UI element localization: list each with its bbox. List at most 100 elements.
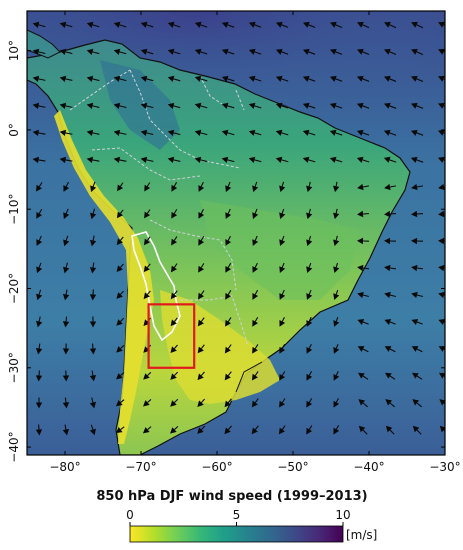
wind-arrow-shaft	[146, 159, 154, 162]
wind-arrow-shaft	[120, 372, 125, 376]
wind-arrow-shaft	[389, 51, 397, 56]
wind-arrow-head	[251, 373, 258, 381]
wind-arrow-shaft	[38, 208, 43, 214]
wind-arrow-head	[302, 129, 310, 136]
wind-arrow-shaft	[200, 317, 205, 322]
wind-arrow-shaft	[201, 425, 206, 430]
wind-arrow-shaft	[65, 181, 69, 187]
wind-arrow-head	[32, 75, 40, 83]
wind-arrow-head	[194, 129, 202, 136]
wind-arrow-head	[252, 266, 259, 273]
wind-arrow-head	[333, 293, 340, 300]
border-line	[91, 147, 201, 181]
wind-arrow-head	[333, 239, 340, 247]
wind-arrow-head	[221, 48, 229, 55]
wind-arrow-shaft	[281, 371, 286, 376]
wind-arrow-shaft	[92, 51, 100, 55]
wind-arrow-head	[117, 184, 124, 192]
wind-arrow-shaft	[92, 262, 95, 268]
wind-arrow-head	[90, 212, 97, 220]
wind-arrow-shaft	[65, 105, 73, 108]
wind-arrow-shaft	[119, 24, 127, 28]
wind-arrow-shaft	[335, 343, 339, 349]
longitude-tick-label: −50°	[277, 460, 308, 474]
wind-arrow-head	[356, 156, 364, 163]
wind-arrow-head	[438, 183, 445, 191]
colorbar-gradient	[129, 525, 344, 543]
wind-arrow-shaft	[308, 343, 312, 349]
wind-arrow-shaft	[389, 132, 397, 136]
wind-arrow-head	[36, 293, 43, 301]
wind-arrow-shaft	[254, 105, 262, 109]
wind-arrow-shaft	[200, 290, 205, 295]
longitude-tick-label: −30°	[429, 460, 460, 474]
wind-arrow-head	[116, 211, 124, 219]
wind-arrow-head	[59, 102, 67, 110]
wind-arrow-shaft	[91, 397, 94, 403]
wind-arrow-shaft	[200, 105, 208, 109]
wind-arrow-head	[333, 320, 340, 327]
wind-arrow-shaft	[389, 294, 396, 298]
wind-arrow-head	[170, 265, 177, 273]
wind-arrow-shaft	[389, 429, 395, 435]
wind-arrow-head	[170, 400, 177, 407]
wind-arrow-head	[384, 21, 391, 28]
wind-arrow-head	[275, 21, 283, 28]
wind-arrow-shaft	[38, 51, 46, 55]
wind-arrow-head	[356, 129, 364, 136]
wind-arrow-shaft	[389, 375, 396, 380]
wind-arrow-head	[329, 75, 337, 82]
wind-arrow-head	[221, 75, 229, 82]
wind-arrow-shaft	[146, 236, 151, 241]
wind-arrow-shaft	[362, 321, 369, 325]
wind-vector-field	[32, 21, 445, 436]
wind-arrow-shaft	[254, 317, 259, 322]
wind-arrow-shaft	[173, 263, 178, 268]
wind-arrow-head	[198, 238, 205, 246]
wind-arrow-head	[306, 266, 313, 274]
wind-arrow-head	[248, 48, 256, 55]
wind-arrow-head	[385, 425, 393, 433]
wind-arrow-shaft	[308, 235, 312, 241]
wind-arrow-head	[62, 428, 70, 436]
wind-arrow-head	[113, 75, 121, 82]
wind-arrow-head	[251, 400, 258, 408]
wind-arrow-head	[437, 102, 445, 109]
wind-arrow-shaft	[92, 78, 100, 82]
wind-arrow-shaft	[335, 105, 343, 109]
wind-arrow-shaft	[119, 51, 127, 55]
wind-arrow-head	[306, 185, 313, 193]
wind-arrow-shaft	[120, 426, 125, 430]
wind-arrow-shaft	[308, 159, 316, 163]
longitude-tick-label: −40°	[353, 460, 384, 474]
map-frame-ticks	[27, 11, 446, 455]
wind-arrow-shaft	[174, 371, 179, 376]
wind-arrow-shaft	[281, 159, 289, 163]
wind-arrow-head	[306, 293, 313, 300]
wind-arrow-shaft	[227, 105, 235, 109]
wind-arrow-head	[194, 75, 202, 82]
latitude-tick-label: −10°	[7, 194, 21, 225]
longitude-tick-label: −60°	[201, 460, 232, 474]
wind-arrow-shaft	[92, 235, 95, 241]
wind-arrow-shaft	[173, 78, 181, 82]
wind-arrow-head	[358, 399, 366, 406]
wind-arrow-head	[275, 129, 283, 136]
wind-arrow-head	[252, 239, 259, 246]
wind-arrow-head	[357, 346, 365, 352]
wind-arrow-head	[357, 319, 365, 325]
colorbar-unit: [m/s]	[346, 528, 377, 542]
wind-arrow-head	[197, 373, 204, 381]
wind-arrow-head	[252, 319, 259, 327]
wind-arrow-head	[140, 75, 148, 82]
wind-arrow-shaft	[173, 51, 181, 55]
wind-arrow-head	[412, 399, 420, 406]
wind-arrow-head	[437, 156, 445, 163]
wind-arrow-head	[357, 183, 364, 191]
wind-arrow-head	[63, 266, 70, 274]
wind-arrow-shaft	[92, 159, 100, 162]
wind-arrow-head	[35, 429, 43, 436]
wind-arrow-shaft	[227, 344, 232, 349]
wind-arrow-shaft	[335, 289, 339, 295]
wind-arrow-shaft	[200, 159, 208, 163]
